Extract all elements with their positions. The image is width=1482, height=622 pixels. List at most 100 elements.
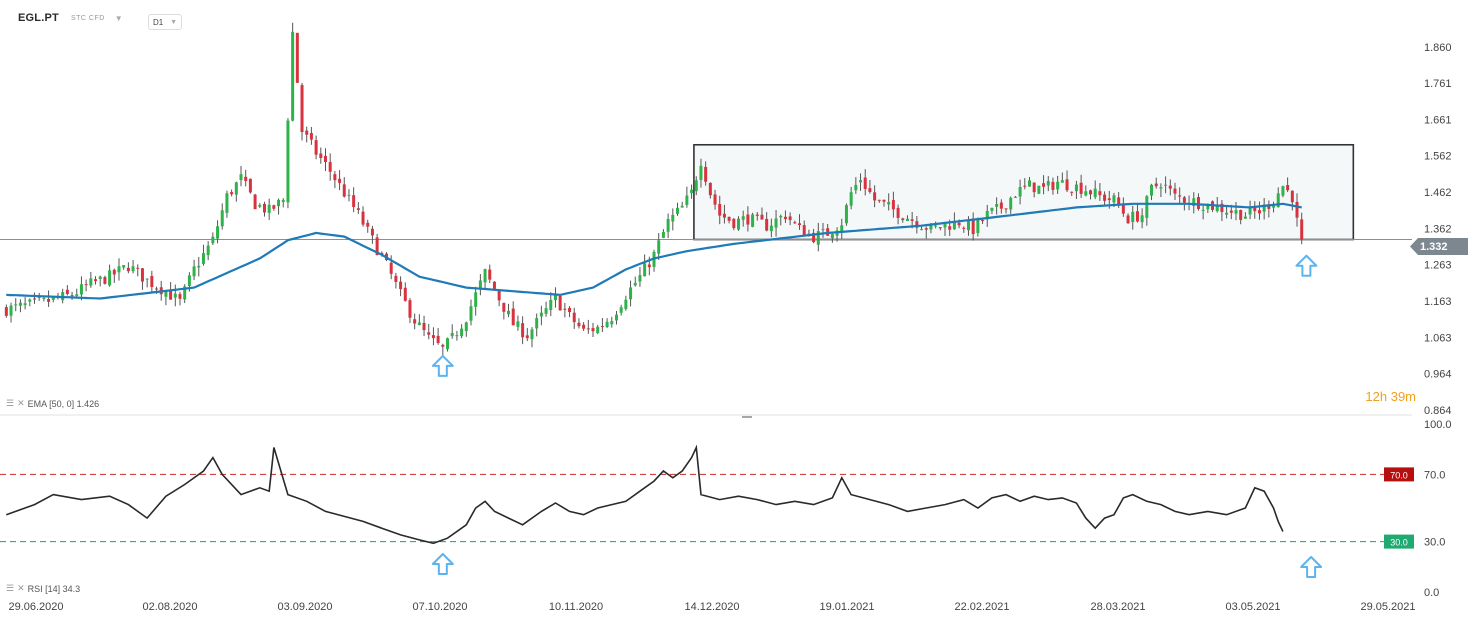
candle-body [1262, 204, 1266, 212]
date-tick-label: 19.01.2021 [819, 601, 874, 613]
candle-body [1286, 185, 1290, 191]
candle-body [258, 204, 262, 207]
candle-body [197, 265, 201, 268]
date-tick-label: 28.03.2021 [1090, 601, 1145, 613]
candle-body [600, 326, 604, 328]
candle-body [741, 216, 745, 220]
candle-body [220, 210, 224, 227]
candle-body [1065, 179, 1069, 191]
candle-body [995, 204, 999, 207]
date-tick-label: 29.06.2020 [8, 601, 63, 613]
candle-body [417, 322, 421, 325]
ema-line [6, 202, 1302, 300]
candle-body [1295, 201, 1299, 218]
candle-body [1032, 182, 1036, 193]
candle-body [98, 276, 102, 279]
candle-body [1070, 191, 1074, 193]
candle-body [985, 211, 989, 220]
candle-body [164, 291, 168, 297]
candle-body [549, 299, 553, 311]
candle-body [1239, 209, 1243, 220]
current-price-tag: 1.332 [1410, 238, 1468, 255]
timeframe-select[interactable]: D1 ▼ [148, 14, 182, 30]
candle-body [1140, 215, 1144, 223]
candle-body [51, 296, 55, 300]
candle-body [1229, 210, 1233, 213]
candle-body [882, 199, 886, 202]
candle-body [727, 216, 731, 221]
candle-body [356, 208, 360, 210]
candle-body [328, 162, 332, 172]
date-tick-label: 22.02.2021 [954, 601, 1009, 613]
candle-body [155, 288, 159, 290]
candle-body [887, 201, 891, 205]
candle-body [319, 153, 323, 159]
candle-body [661, 231, 665, 238]
candle-body [323, 155, 327, 163]
candle-body [877, 199, 881, 201]
close-icon[interactable]: ✕ [17, 583, 25, 593]
symbol-dropdown-icon[interactable]: ▼ [114, 13, 123, 23]
candle-body [924, 228, 928, 230]
candle-body [94, 279, 98, 282]
candle-body [685, 195, 689, 205]
candle-body [1089, 190, 1093, 195]
settings-icon[interactable]: ☰ [6, 583, 15, 593]
candle-body [901, 218, 905, 220]
candle-body [849, 192, 853, 206]
candle-body [464, 322, 468, 332]
rsi-level-label: 70.0 [1390, 470, 1408, 480]
candle-body [1154, 183, 1158, 187]
candle-body [173, 293, 177, 298]
price-tick-label: 0.864 [1424, 405, 1452, 417]
candle-body [65, 289, 69, 294]
candle-body [1164, 184, 1168, 186]
candle-body [469, 306, 473, 321]
instrument-symbol[interactable]: EGL.PT [18, 12, 59, 24]
candle-body [737, 218, 741, 230]
candle-body [788, 216, 792, 221]
candle-body [783, 216, 787, 220]
candle-body [713, 194, 717, 205]
candle-body [9, 305, 13, 316]
price-tick-label: 1.860 [1424, 42, 1452, 54]
settings-icon[interactable]: ☰ [6, 398, 15, 408]
candle-body [690, 189, 694, 194]
candle-body [999, 202, 1003, 209]
rsi-tick-label: 30.0 [1424, 537, 1445, 549]
candle-body [1300, 219, 1304, 240]
candle-body [779, 215, 783, 218]
candle-body [248, 178, 252, 193]
candle-body [1192, 198, 1196, 206]
arrow-up-icon [1295, 254, 1318, 277]
candle-body [844, 205, 848, 224]
candle-body [530, 329, 534, 340]
candle-body [525, 335, 529, 339]
candle-body [234, 182, 238, 195]
candle-body [201, 253, 205, 264]
candle-body [79, 284, 83, 295]
candle-body [568, 307, 572, 313]
candle-body [1145, 196, 1149, 218]
close-icon[interactable]: ✕ [17, 398, 25, 408]
candle-body [1103, 194, 1107, 201]
candle-body [863, 177, 867, 189]
candle-body [511, 308, 515, 326]
candle-body [896, 207, 900, 218]
chevron-down-icon: ▼ [170, 18, 177, 26]
candle-body [582, 324, 586, 329]
candle-body [769, 225, 773, 232]
candle-body [666, 219, 670, 232]
candle-body [722, 213, 726, 218]
candle-body [962, 227, 966, 229]
rsi-label: RSI [14] 34.3 [27, 583, 81, 594]
candle-body [854, 184, 858, 191]
candle-body [563, 308, 567, 310]
candle-body [732, 218, 736, 229]
candle-body [366, 222, 370, 227]
candle-body [389, 262, 393, 274]
candle-body [966, 220, 970, 231]
candle-body [450, 332, 454, 337]
price-tick-label: 1.761 [1424, 78, 1452, 90]
